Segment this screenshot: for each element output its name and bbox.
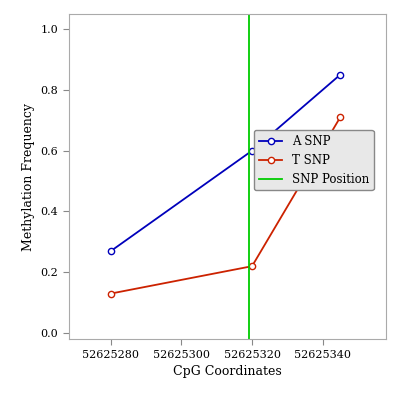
X-axis label: CpG Coordinates: CpG Coordinates bbox=[173, 365, 282, 378]
Legend: A SNP, T SNP, SNP Position: A SNP, T SNP, SNP Position bbox=[254, 130, 374, 190]
Line: A SNP: A SNP bbox=[108, 72, 343, 254]
T SNP bbox=[338, 115, 343, 120]
Line: T SNP: T SNP bbox=[108, 114, 343, 297]
T SNP bbox=[250, 264, 254, 268]
T SNP bbox=[108, 291, 113, 296]
A SNP bbox=[250, 148, 254, 153]
A SNP bbox=[338, 72, 343, 77]
Y-axis label: Methylation Frequency: Methylation Frequency bbox=[22, 102, 35, 250]
A SNP bbox=[108, 248, 113, 253]
